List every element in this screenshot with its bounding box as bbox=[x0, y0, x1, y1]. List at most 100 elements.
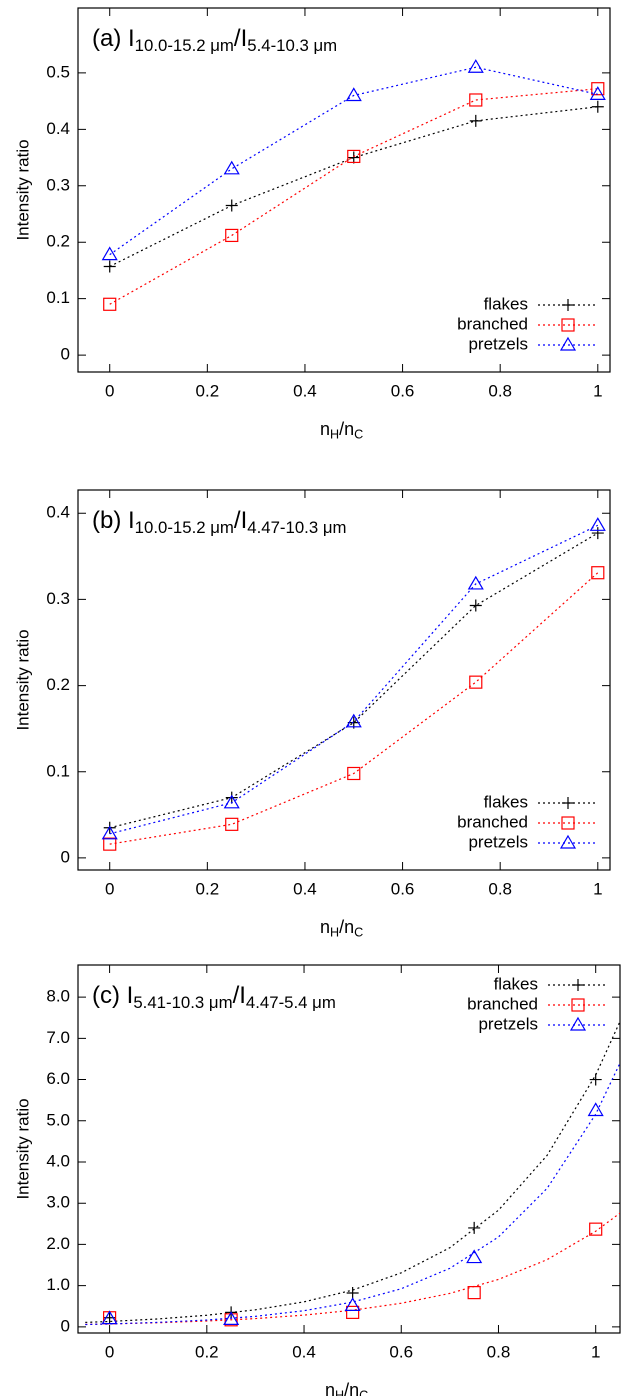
marker-plus bbox=[346, 1287, 359, 1300]
legend-marker bbox=[572, 979, 584, 991]
legend-marker bbox=[562, 299, 574, 311]
y-axis-label: Intensity ratio bbox=[13, 139, 32, 240]
x-tick-label: 0.2 bbox=[196, 381, 220, 400]
x-tick-label: 1 bbox=[593, 381, 602, 400]
subscript: 4.47-5.4 μm bbox=[246, 994, 336, 1013]
marker-triangle bbox=[345, 713, 362, 728]
marker-plus bbox=[469, 114, 482, 127]
panel-title: (c) I5.41-10.3 μm/I4.47-5.4 μm bbox=[92, 982, 336, 1012]
marker-triangle bbox=[467, 575, 484, 590]
legend-marker bbox=[562, 797, 574, 809]
marker-triangle bbox=[223, 160, 240, 175]
x-tick-label: 0 bbox=[105, 1342, 114, 1361]
y-tick-label: 0 bbox=[61, 1316, 70, 1335]
marker-square bbox=[467, 1286, 481, 1300]
text-part: /I bbox=[234, 507, 247, 534]
subscript: 10.0-15.2 μm bbox=[135, 519, 234, 538]
x-axis-label: nH/nC bbox=[320, 419, 363, 442]
subscript: H bbox=[335, 1389, 344, 1396]
marker-square bbox=[225, 228, 239, 243]
marker-triangle bbox=[223, 1311, 240, 1325]
subscript: H bbox=[330, 926, 339, 940]
fit-curve bbox=[85, 1062, 620, 1326]
marker-square bbox=[469, 93, 483, 107]
y-tick-label: 0.1 bbox=[46, 761, 70, 780]
y-tick-label: 7.0 bbox=[46, 1028, 70, 1047]
x-tick-label: 0.8 bbox=[487, 1342, 511, 1361]
x-tick-label: 0.6 bbox=[389, 1342, 413, 1361]
text-part: /n bbox=[339, 419, 354, 439]
y-axis-label: Intensity ratio bbox=[13, 1098, 32, 1199]
text-part: /I bbox=[234, 25, 247, 52]
subscript: C bbox=[354, 926, 363, 940]
panel-title: (a) I10.0-15.2 μm/I5.4-10.3 μm bbox=[92, 25, 337, 55]
marker-square bbox=[224, 1313, 238, 1327]
y-tick-label: 0.2 bbox=[46, 232, 70, 251]
x-tick-label: 0.6 bbox=[391, 381, 415, 400]
y-tick-label: 0.3 bbox=[46, 589, 70, 608]
marker-triangle bbox=[587, 1102, 604, 1117]
marker-triangle bbox=[101, 825, 118, 840]
subscript: 5.4-10.3 μm bbox=[247, 37, 337, 56]
marker-square bbox=[469, 675, 483, 689]
panel-title: (b) I10.0-15.2 μm/I4.47-10.3 μm bbox=[92, 507, 346, 537]
marker-plus bbox=[225, 791, 238, 804]
fit-curve bbox=[85, 1212, 620, 1325]
y-tick-label: 0.3 bbox=[46, 175, 70, 194]
y-tick-label: 0 bbox=[61, 847, 70, 866]
marker-triangle bbox=[101, 246, 118, 261]
series-line bbox=[109, 524, 599, 835]
y-tick-label: 6.0 bbox=[46, 1069, 70, 1088]
marker-plus bbox=[591, 527, 604, 540]
marker-square bbox=[103, 837, 117, 851]
y-tick-label: 8.0 bbox=[46, 987, 70, 1006]
text-part: n bbox=[325, 1380, 335, 1396]
legend-label: flakes bbox=[484, 792, 528, 811]
legend-label: flakes bbox=[484, 294, 528, 313]
subscript: 4.47-10.3 μm bbox=[247, 519, 346, 538]
y-tick-label: 0.4 bbox=[46, 119, 70, 138]
subscript: C bbox=[359, 1389, 368, 1396]
marker-plus bbox=[468, 1221, 481, 1234]
marker-triangle bbox=[466, 1249, 483, 1264]
legend-label: pretzels bbox=[478, 1014, 538, 1033]
marker-square bbox=[589, 1222, 603, 1236]
y-tick-label: 5.0 bbox=[46, 1110, 70, 1129]
marker-triangle bbox=[223, 794, 240, 809]
legend-label: pretzels bbox=[468, 334, 528, 353]
marker-square bbox=[103, 297, 117, 311]
marker-triangle bbox=[589, 517, 606, 531]
marker-square bbox=[347, 766, 361, 781]
marker-triangle bbox=[467, 59, 484, 73]
y-tick-label: 2.0 bbox=[46, 1234, 70, 1253]
plot-frame bbox=[77, 489, 611, 871]
subscript: C bbox=[354, 428, 363, 442]
text-part: n bbox=[320, 419, 330, 439]
plot-frame bbox=[77, 7, 611, 373]
y-tick-label: 1.0 bbox=[46, 1275, 70, 1294]
series-line bbox=[109, 66, 598, 256]
x-tick-label: 0.4 bbox=[293, 879, 317, 898]
text-part: /n bbox=[344, 1380, 359, 1396]
marker-square bbox=[347, 149, 361, 164]
series-line bbox=[109, 532, 599, 829]
marker-square bbox=[591, 82, 605, 96]
series-line bbox=[109, 88, 598, 305]
marker-plus bbox=[347, 151, 360, 164]
y-tick-label: 0.2 bbox=[46, 675, 70, 694]
marker-square bbox=[346, 1305, 360, 1319]
x-tick-label: 1 bbox=[591, 1342, 600, 1361]
y-tick-label: 0.5 bbox=[46, 62, 70, 81]
text-part: /n bbox=[339, 917, 354, 937]
text-part: (c) I bbox=[92, 982, 133, 1009]
x-tick-label: 0 bbox=[105, 381, 114, 400]
x-tick-label: 0.4 bbox=[293, 381, 317, 400]
subscript: 5.41-10.3 μm bbox=[133, 994, 232, 1013]
plot-frame bbox=[77, 964, 621, 1334]
x-tick-label: 0.6 bbox=[391, 879, 415, 898]
x-tick-label: 0 bbox=[105, 879, 114, 898]
y-tick-label: 4.0 bbox=[46, 1151, 70, 1170]
x-axis-label: nH/nC bbox=[320, 917, 363, 940]
